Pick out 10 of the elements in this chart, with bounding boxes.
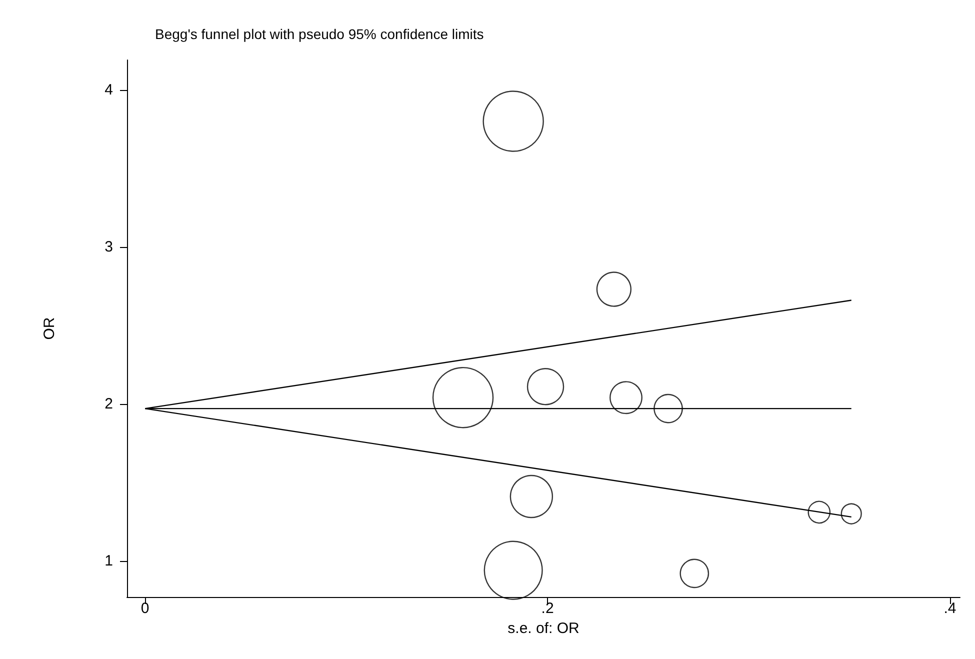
- chart-title: Begg's funnel plot with pseudo 95% confidence limits: [155, 26, 484, 42]
- y-tick-label: 4: [104, 81, 113, 98]
- y-tick-label: 1: [104, 552, 113, 570]
- y-tick-label: 2: [104, 395, 113, 412]
- x-axis-title: s.e. of: OR: [508, 620, 580, 637]
- x-tick-label: 0: [140, 600, 150, 617]
- y-tick-label: 3: [104, 238, 113, 256]
- x-tick-label: .4: [944, 600, 956, 617]
- x-tick-label: .2: [541, 600, 554, 617]
- y-axis-title: OR: [41, 317, 58, 340]
